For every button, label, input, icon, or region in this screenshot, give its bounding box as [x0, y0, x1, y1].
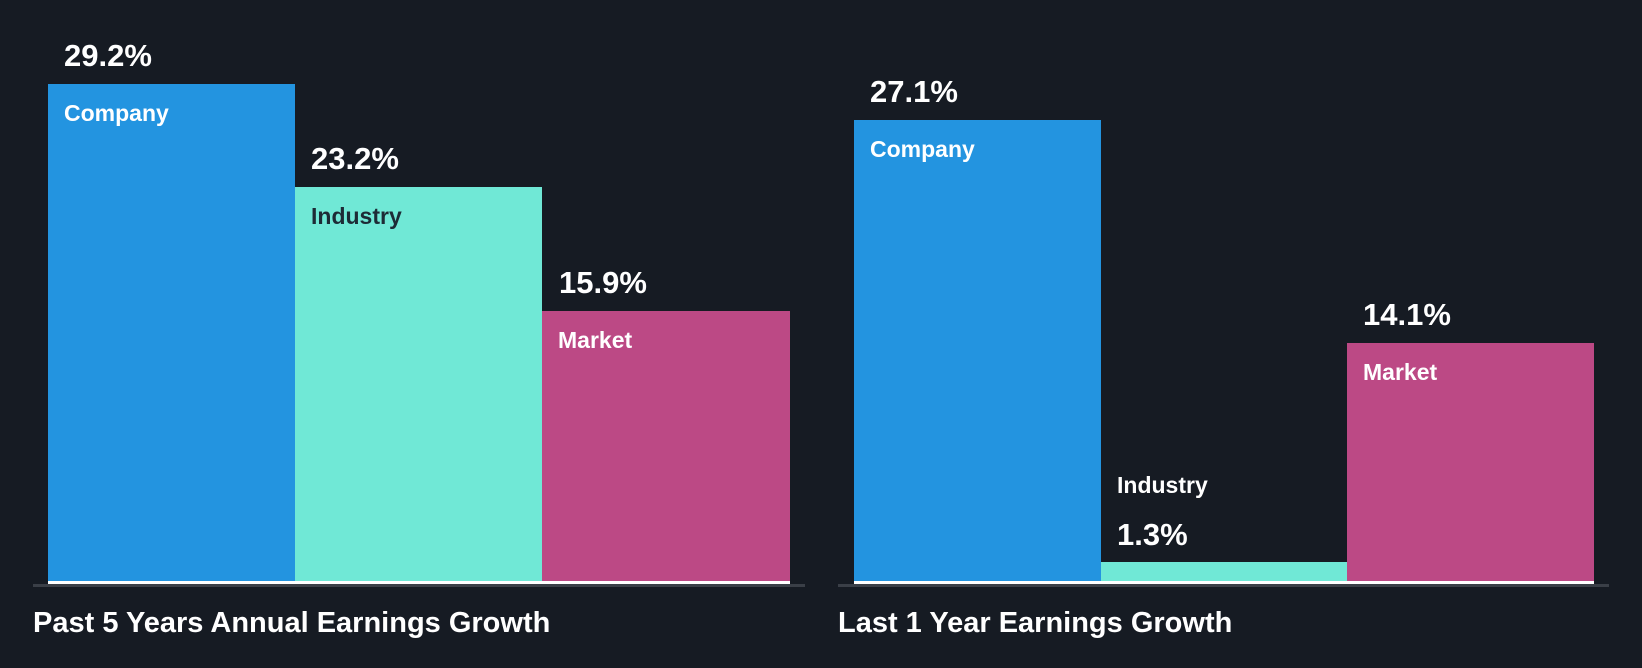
market-bar: Market [542, 311, 790, 581]
x-axis [33, 584, 805, 587]
industry-bar [1101, 562, 1347, 581]
company-label: Company [64, 100, 169, 126]
baseline [48, 581, 790, 584]
company-bar: Company [48, 84, 295, 581]
company-bar: Company [854, 120, 1101, 581]
industry-value: 23.2% [311, 141, 399, 176]
market-label: Market [1363, 359, 1438, 385]
company-value: 29.2% [64, 38, 152, 73]
chart-title: Last 1 Year Earnings Growth [838, 607, 1233, 639]
market-value: 14.1% [1363, 297, 1451, 332]
company-value: 27.1% [870, 74, 958, 109]
baseline [854, 581, 1594, 584]
industry-value: 1.3% [1117, 517, 1188, 552]
market-bar: Market [1347, 343, 1594, 581]
industry-label: Industry [1117, 472, 1208, 498]
market-value: 15.9% [559, 265, 647, 300]
x-axis [838, 584, 1609, 587]
company-label: Company [870, 136, 975, 162]
industry-label: Industry [311, 203, 402, 229]
chart-title: Past 5 Years Annual Earnings Growth [33, 607, 551, 639]
industry-bar: Industry [295, 187, 542, 581]
market-label: Market [558, 327, 633, 353]
